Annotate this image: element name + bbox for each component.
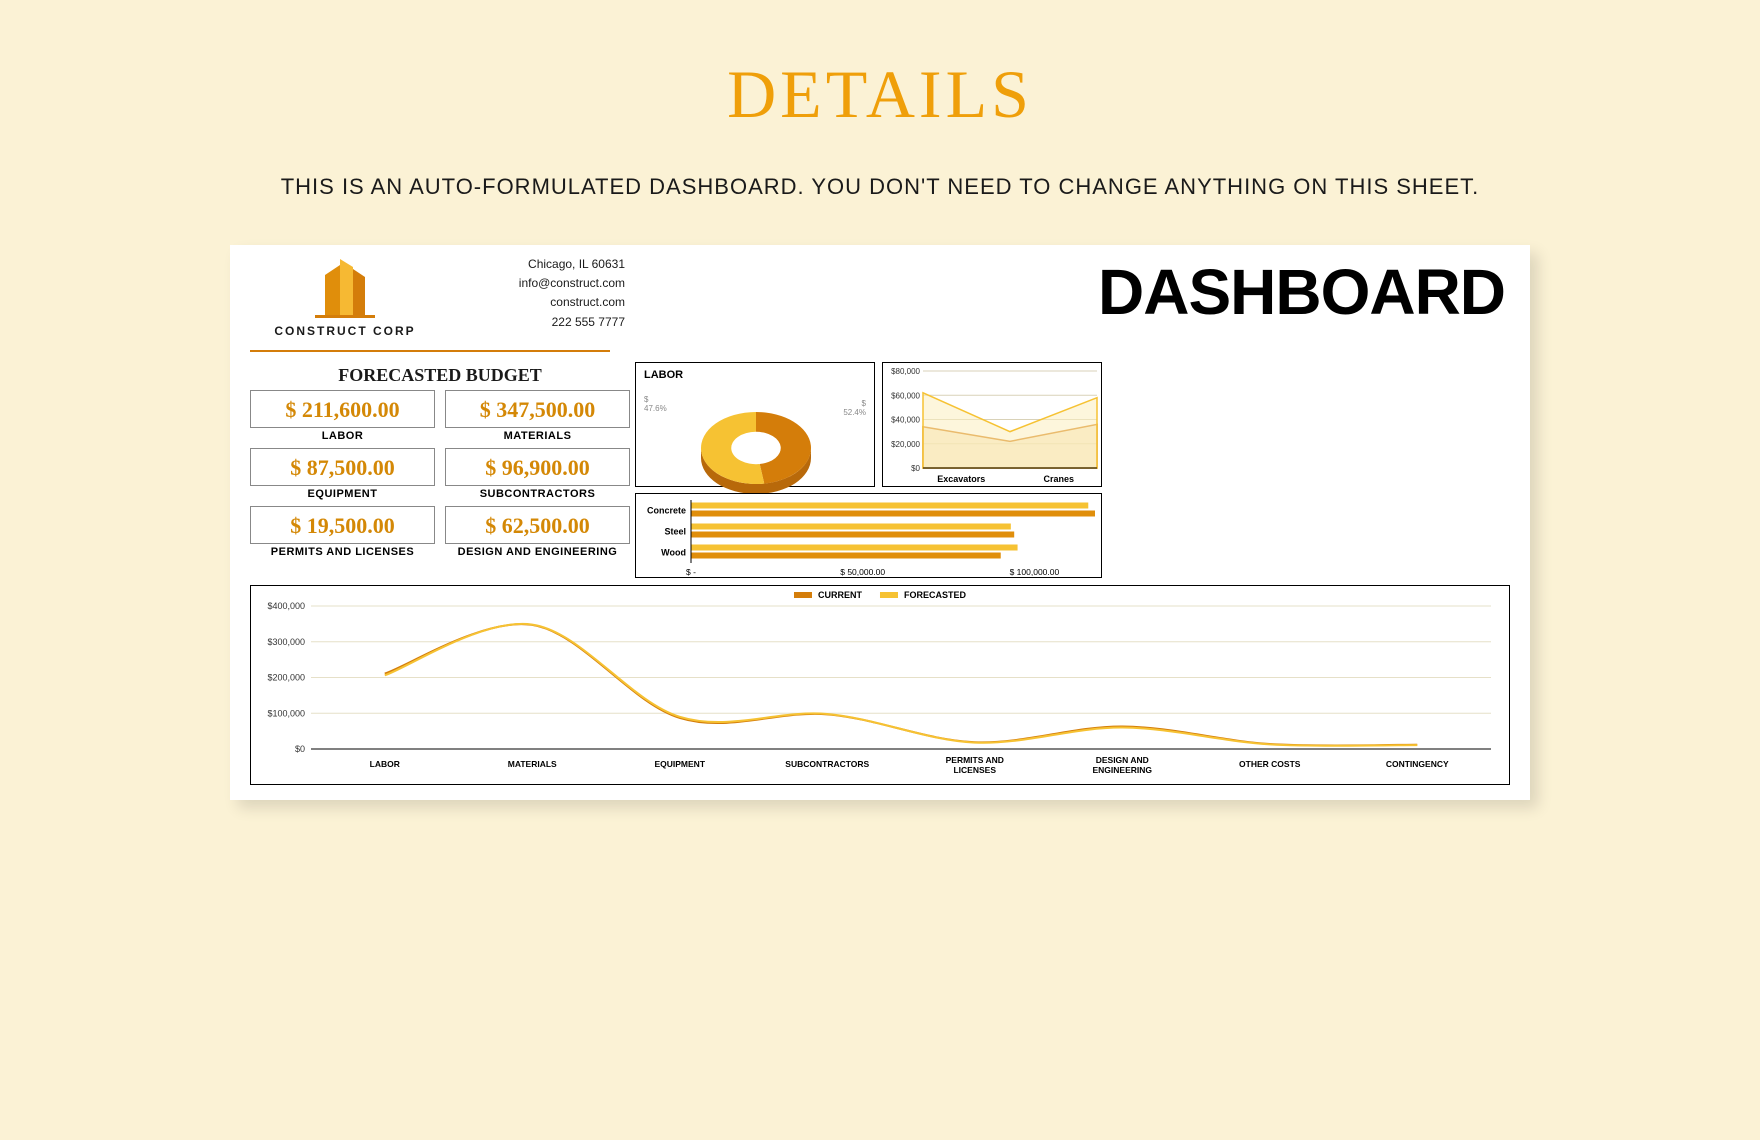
svg-text:$0: $0 xyxy=(295,744,305,754)
donut-left-label: $47.6% xyxy=(644,395,667,413)
page-title: DETAILS xyxy=(0,0,1760,134)
tile-design: $ 62,500.00 DESIGN AND ENGINEERING xyxy=(445,506,630,558)
tile-value: $ 19,500.00 xyxy=(250,506,435,544)
tile-equipment: $ 87,500.00 EQUIPMENT xyxy=(250,448,435,500)
svg-text:OTHER COSTS: OTHER COSTS xyxy=(1239,759,1301,769)
tile-value: $ 96,900.00 xyxy=(445,448,630,486)
svg-text:Excavators: Excavators xyxy=(937,474,985,484)
tile-label: PERMITS AND LICENSES xyxy=(250,546,435,558)
company-address: Chicago, IL 60631 xyxy=(475,255,625,274)
svg-text:SUBCONTRACTORS: SUBCONTRACTORS xyxy=(785,759,869,769)
forecast-heading: FORECASTED BUDGET xyxy=(255,365,625,386)
svg-text:ENGINEERING: ENGINEERING xyxy=(1092,765,1152,775)
tile-value: $ 62,500.00 xyxy=(445,506,630,544)
svg-text:$ 100,000.00: $ 100,000.00 xyxy=(1010,567,1060,577)
svg-text:$0: $0 xyxy=(911,464,920,473)
svg-text:DESIGN AND: DESIGN AND xyxy=(1096,755,1149,765)
chart-title: LABOR xyxy=(636,363,874,383)
legend-item-current: CURRENT xyxy=(794,590,862,600)
tile-label: MATERIALS xyxy=(445,430,630,442)
svg-text:$40,000: $40,000 xyxy=(891,416,920,425)
company-name: CONSTRUCT CORP xyxy=(255,324,435,338)
svg-text:$80,000: $80,000 xyxy=(891,367,920,376)
svg-text:Wood: Wood xyxy=(661,548,686,558)
donut-right-label: $52.4% xyxy=(843,399,866,417)
hbar-graphic: Concrete Steel Wood$ - $ 50,000.00 $ 100,000… xyxy=(636,494,1103,579)
tile-subcontractors: $ 96,900.00 SUBCONTRACTORS xyxy=(445,448,630,500)
tile-labor: $ 211,600.00 LABOR xyxy=(250,390,435,442)
tile-value: $ 347,500.00 xyxy=(445,390,630,428)
company-contact: Chicago, IL 60631 info@construct.com con… xyxy=(475,255,625,332)
svg-text:$20,000: $20,000 xyxy=(891,440,920,449)
svg-text:$100,000: $100,000 xyxy=(267,708,305,718)
svg-text:Steel: Steel xyxy=(664,527,686,537)
labor-donut-chart: LABOR $47.6% $52.4% xyxy=(635,362,875,487)
svg-text:EQUIPMENT: EQUIPMENT xyxy=(654,759,705,769)
svg-text:LABOR: LABOR xyxy=(370,759,400,769)
line-graphic: $0 $100,000 $200,000 $300,000 $400,000 LABOR M… xyxy=(251,586,1511,781)
tile-label: SUBCONTRACTORS xyxy=(445,488,630,500)
trend-line-chart: CURRENT FORECASTED $0 $100,000 $200,000 $30… xyxy=(250,585,1510,785)
donut-graphic xyxy=(636,383,876,498)
tile-label: EQUIPMENT xyxy=(250,488,435,500)
equipment-area-chart: $0 $20,000 $40,000 $60,000 $80,000 Excavators… xyxy=(882,362,1102,487)
tile-permits: $ 19,500.00 PERMITS AND LICENSES xyxy=(250,506,435,558)
forecast-grid: $ 211,600.00LABOR $ 347,500.00MATERIALS … xyxy=(250,390,630,558)
svg-text:$ 50,000.00: $ 50,000.00 xyxy=(840,567,885,577)
page-subtitle: THIS IS AN AUTO-FORMULATED DASHBOARD. YO… xyxy=(0,174,1760,200)
dashboard-container: CONSTRUCT CORP Chicago, IL 60631 info@co… xyxy=(230,245,1530,800)
tile-value: $ 211,600.00 xyxy=(250,390,435,428)
legend-item-forecasted: FORECASTED xyxy=(880,590,966,600)
company-site: construct.com xyxy=(475,293,625,312)
header-rule xyxy=(250,350,610,352)
company-phone: 222 555 7777 xyxy=(475,313,625,332)
company-logo-block: CONSTRUCT CORP xyxy=(255,255,435,338)
svg-text:$60,000: $60,000 xyxy=(891,391,920,400)
tile-label: DESIGN AND ENGINEERING xyxy=(445,546,630,558)
tile-label: LABOR xyxy=(250,430,435,442)
company-email: info@construct.com xyxy=(475,274,625,293)
svg-text:Cranes: Cranes xyxy=(1043,474,1074,484)
svg-text:$300,000: $300,000 xyxy=(267,637,305,647)
svg-text:Concrete: Concrete xyxy=(647,506,686,516)
materials-hbar-chart: Concrete Steel Wood$ - $ 50,000.00 $ 100,000… xyxy=(635,493,1102,578)
svg-text:PERMITS AND: PERMITS AND xyxy=(946,755,1004,765)
svg-text:$400,000: $400,000 xyxy=(267,601,305,611)
svg-text:$ -: $ - xyxy=(686,567,696,577)
svg-text:$200,000: $200,000 xyxy=(267,673,305,683)
area-graphic: $0 $20,000 $40,000 $60,000 $80,000 Excavators… xyxy=(883,363,1103,488)
svg-text:LICENSES: LICENSES xyxy=(953,765,996,775)
svg-text:CONTINGENCY: CONTINGENCY xyxy=(1386,759,1449,769)
svg-text:MATERIALS: MATERIALS xyxy=(508,759,557,769)
tile-value: $ 87,500.00 xyxy=(250,448,435,486)
buildings-icon xyxy=(305,255,385,320)
line-legend: CURRENT FORECASTED xyxy=(794,590,966,600)
dashboard-heading: DASHBOARD xyxy=(1098,255,1505,329)
tile-materials: $ 347,500.00 MATERIALS xyxy=(445,390,630,442)
